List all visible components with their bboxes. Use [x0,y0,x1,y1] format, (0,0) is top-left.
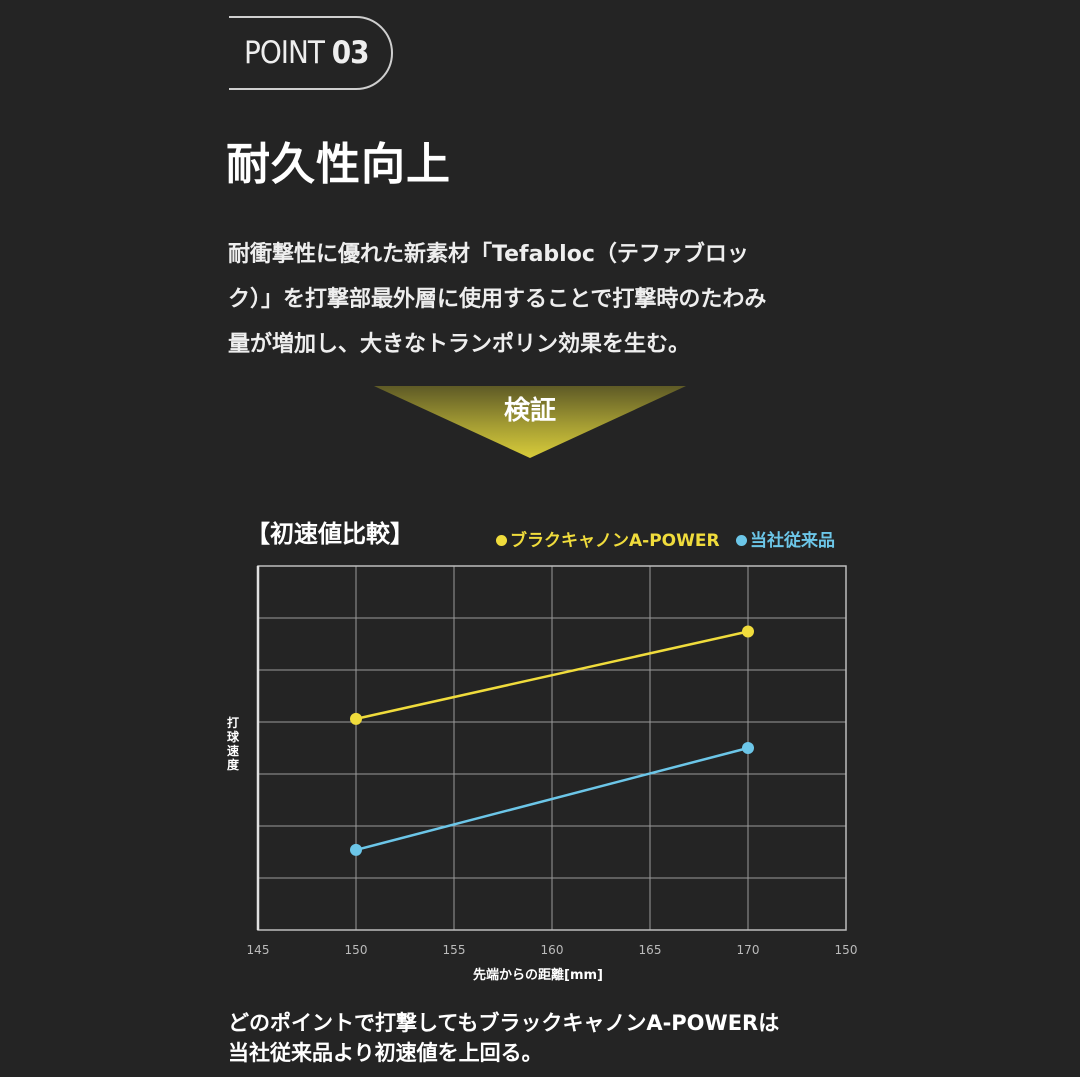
badge-outline [229,16,393,90]
section-heading: 耐久性向上 [226,139,451,190]
y-axis-label-char: 球 [226,730,239,744]
legend-item-a-power: ブラクキャノンA-POWER [496,526,720,551]
point-word: POINT [244,35,325,71]
series-line-1 [355,630,749,721]
series-point-2 [742,742,754,754]
conclusion-line-2: 当社従来品より初速値を上回る。 [228,1041,543,1065]
description-line-2: ク）」を打撃部最外層に使用することで打撃時のたわみ [228,287,767,312]
x-tick-label: 165 [639,943,662,957]
series-point-1 [742,625,754,638]
chart-title: 【初速値比較】 [246,520,414,548]
series-point-2 [350,843,362,856]
x-tick-label: 170 [737,943,760,957]
point-number: 03 [331,35,370,71]
x-tick-label: 155 [443,943,466,957]
point-label: POINT 03 [244,35,370,71]
point-badge: POINT 03 [228,16,394,90]
description-line-1: 耐衝撃性に優れた新素材「Tefabloc（テファブロッ [228,242,749,267]
x-tick-label: 145 [247,943,270,957]
verification-triangle [374,386,686,458]
x-tick-label: 150 [835,943,858,957]
legend-label-conventional: 当社従来品 [750,531,835,551]
y-axis-label-char: 速 [226,744,239,758]
description: 耐衝撃性に優れた新素材「Tefabloc（テファブロッ ク）」を打撃部最外層に使… [228,232,828,367]
verification-label: 検証 [503,396,556,426]
conclusion-line-1: どのポイントで打撃してもブラックキャノンA-POWERは [228,1011,780,1035]
x-tick-label: 160 [541,943,564,957]
y-axis-label-char: 打 [226,716,239,730]
y-axis-label-char: 度 [226,758,239,772]
x-tick-label: 150 [345,943,368,957]
series-line-2 [355,746,749,852]
legend-label-a-power: ブラクキャノンA-POWER [510,531,720,551]
legend-dot-a-power [496,535,507,546]
x-axis-label: 先端からの距離[mm] [473,967,603,983]
legend-dot-conventional [736,535,747,546]
description-line-3: 量が増加し、大きなトランポリン効果を生む。 [228,332,691,357]
conclusion-text: どのポイントで打撃してもブラックキャノンA-POWERは 当社従来品より初速値を… [228,1008,779,1068]
legend-item-conventional: 当社従来品 [736,526,835,551]
y-axis-label: 打球速度 [225,716,241,772]
series-point-1 [350,712,362,725]
